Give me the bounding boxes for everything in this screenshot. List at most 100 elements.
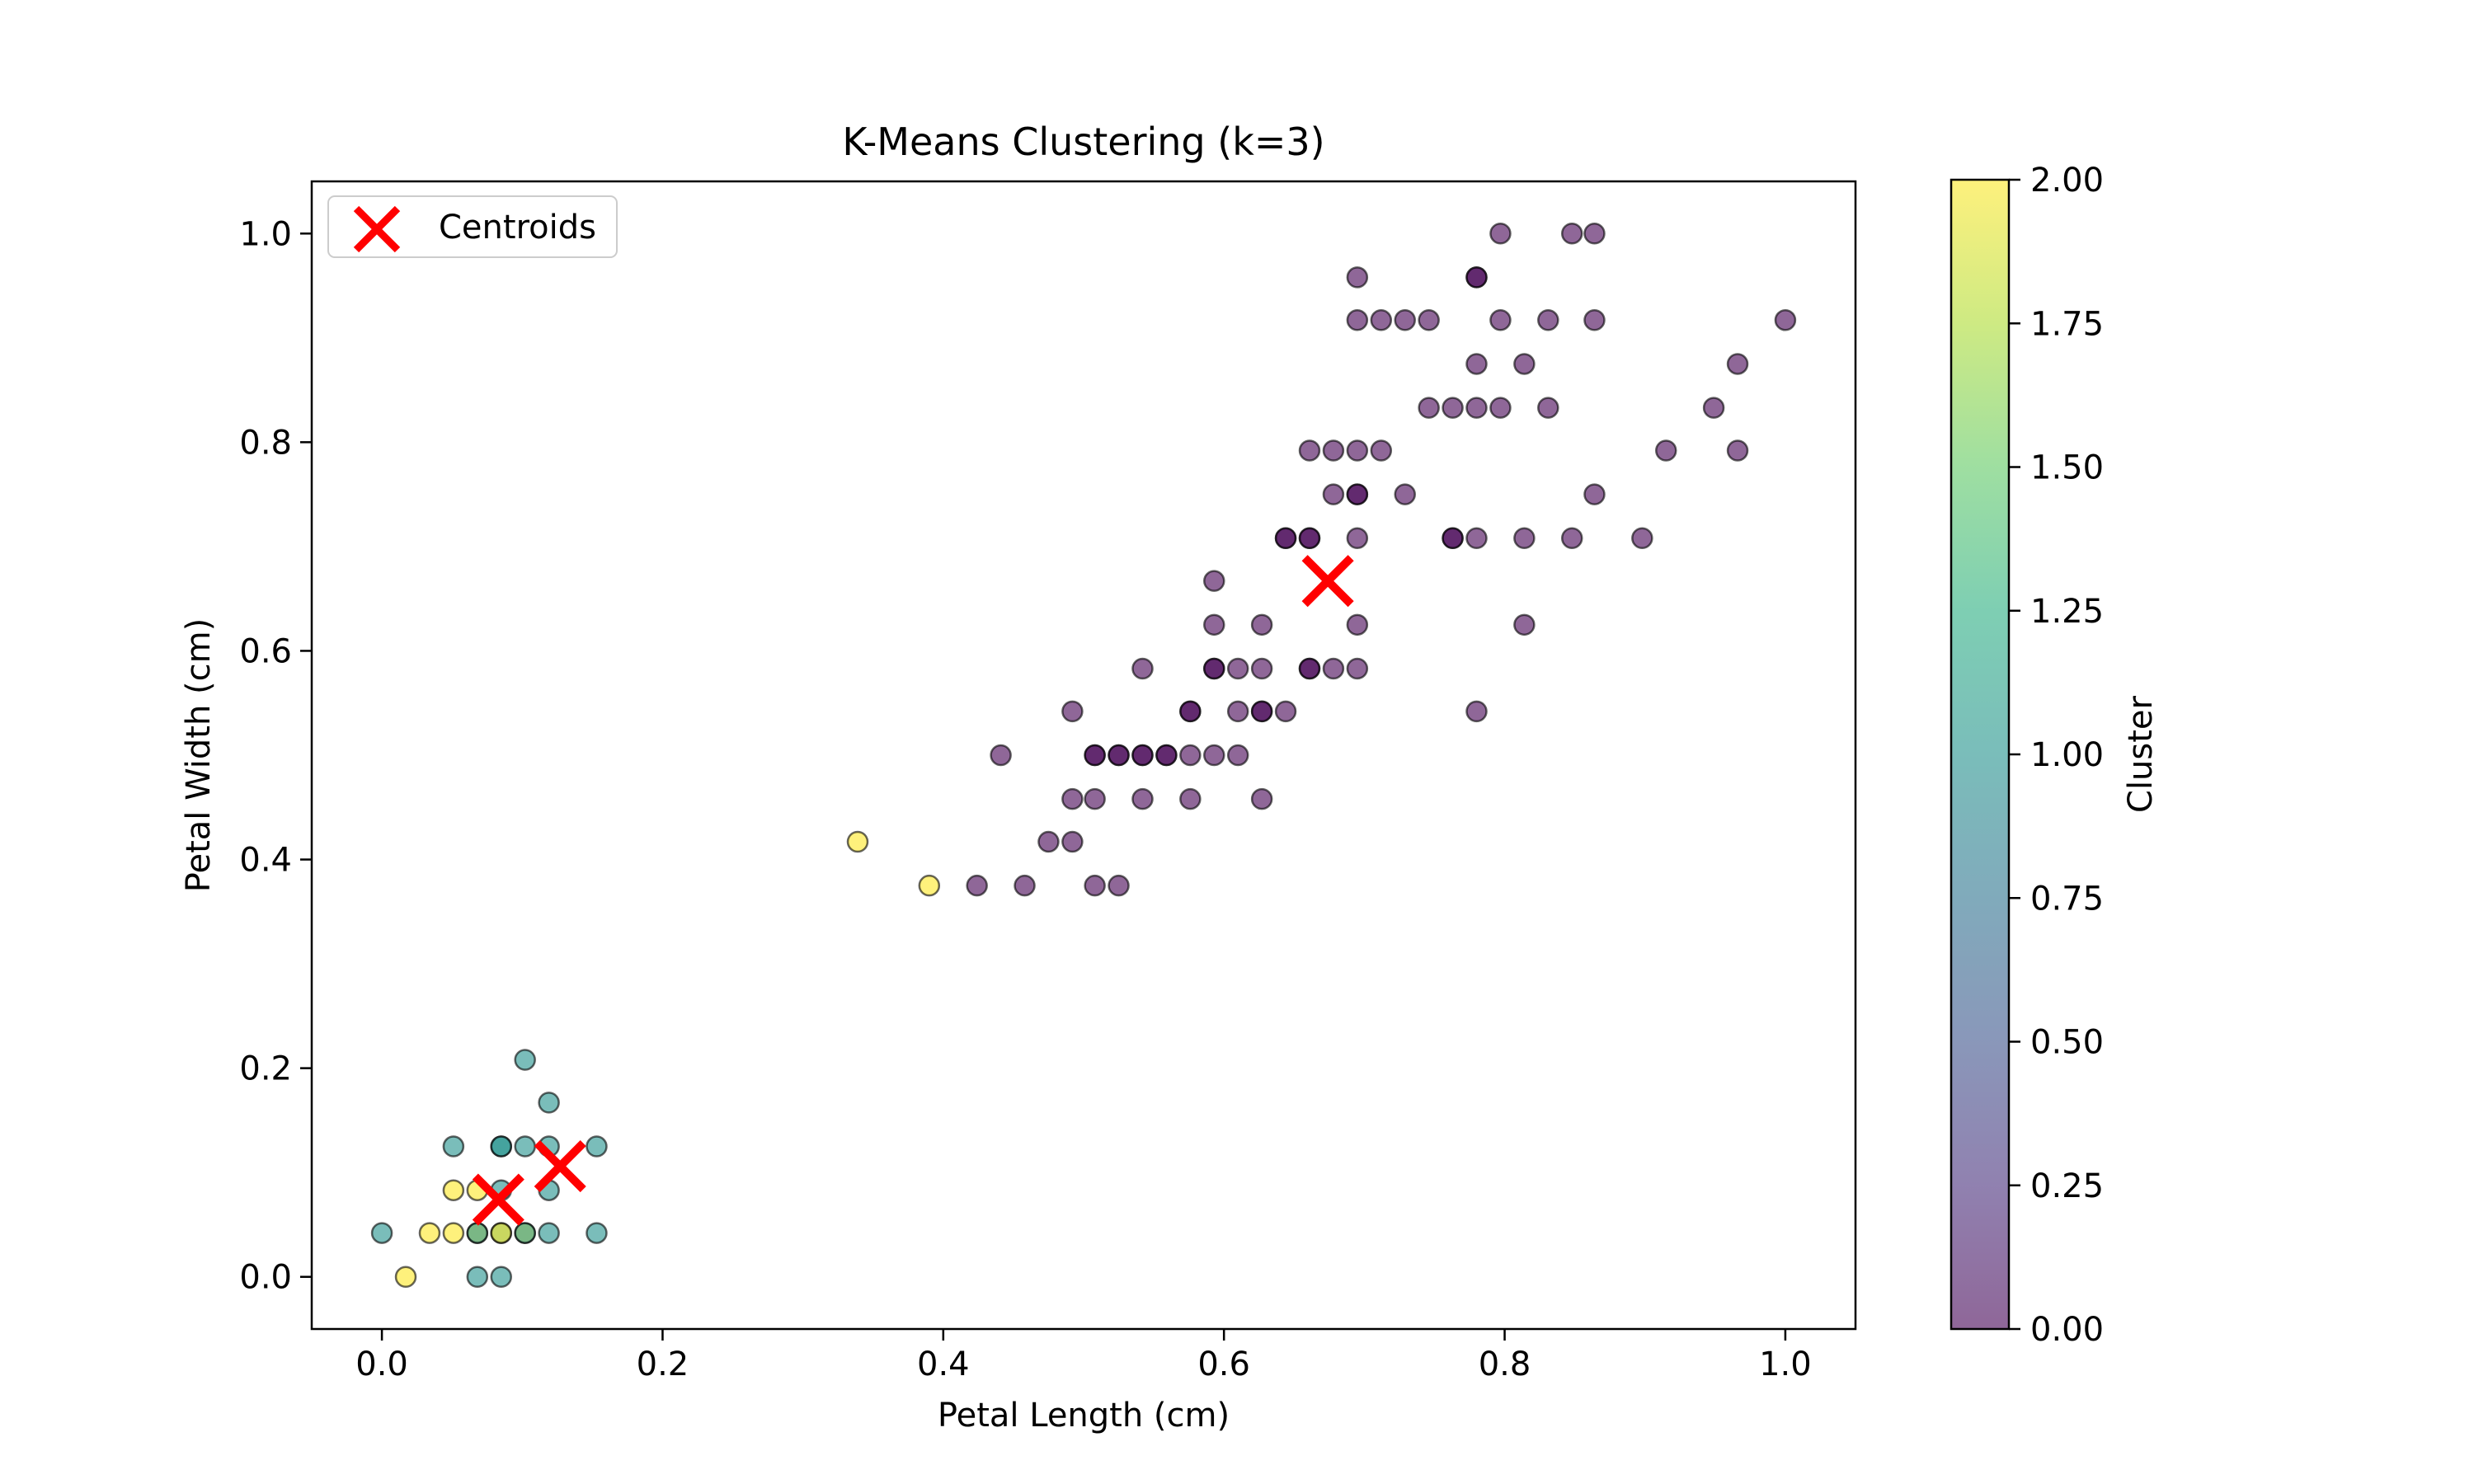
data-point bbox=[1250, 613, 1273, 636]
colorbar-gradient bbox=[1951, 180, 2009, 1329]
data-point bbox=[1250, 700, 1273, 723]
plot-area bbox=[310, 180, 1857, 1331]
data-point bbox=[1489, 309, 1512, 331]
data-point bbox=[442, 1179, 465, 1201]
centroid-stroke bbox=[534, 1140, 586, 1193]
data-point bbox=[1537, 309, 1559, 331]
data-point bbox=[918, 874, 941, 897]
data-point bbox=[1203, 613, 1225, 636]
data-point bbox=[1442, 397, 1464, 419]
data-point bbox=[1346, 527, 1369, 550]
data-point bbox=[1560, 223, 1583, 245]
data-point bbox=[1226, 744, 1249, 767]
data-point bbox=[1560, 527, 1583, 550]
data-point bbox=[1513, 527, 1536, 550]
data-point bbox=[1583, 309, 1606, 331]
data-point bbox=[1322, 483, 1345, 505]
legend-centroid-x-icon bbox=[353, 205, 401, 253]
data-point bbox=[1084, 874, 1106, 897]
y-tick-label: 0.8 bbox=[239, 424, 292, 462]
data-point bbox=[1014, 874, 1036, 897]
centroid-marker bbox=[534, 1140, 586, 1193]
data-point bbox=[1131, 744, 1154, 767]
data-point bbox=[1322, 439, 1345, 462]
x-tick-label: 0.0 bbox=[355, 1345, 408, 1383]
data-point bbox=[1418, 309, 1440, 331]
x-axis-label: Petal Length (cm) bbox=[938, 1397, 1230, 1435]
centroid-markers bbox=[472, 555, 1354, 1226]
data-point bbox=[538, 1222, 560, 1244]
colorbar-tick-label: 0.00 bbox=[2030, 1311, 2104, 1349]
data-point bbox=[1702, 397, 1725, 419]
y-axis-label: Petal Width (cm) bbox=[180, 618, 218, 892]
colorbar-tick-label: 0.50 bbox=[2030, 1024, 2104, 1062]
y-axis-ticks: 0.0 0.2 0.4 0.6 0.8 1.0 bbox=[239, 215, 312, 1297]
data-point bbox=[1131, 657, 1154, 680]
x-tick-label: 0.2 bbox=[637, 1345, 689, 1383]
data-point bbox=[1346, 309, 1369, 331]
data-point bbox=[1061, 787, 1084, 810]
data-point bbox=[1203, 744, 1225, 767]
data-point bbox=[1084, 744, 1106, 767]
legend-entry-centroids: Centroids bbox=[439, 209, 596, 247]
data-point bbox=[1203, 657, 1225, 680]
legend-box bbox=[327, 195, 618, 258]
data-point bbox=[490, 1222, 512, 1244]
data-point bbox=[1537, 397, 1559, 419]
y-tick-label: 1.0 bbox=[239, 215, 292, 253]
colorbar-label: Cluster bbox=[2122, 695, 2160, 813]
data-point bbox=[1298, 439, 1321, 462]
data-point bbox=[514, 1049, 536, 1071]
data-point bbox=[1346, 439, 1369, 462]
colorbar-tick-label: 0.75 bbox=[2030, 880, 2104, 918]
data-point bbox=[1298, 657, 1321, 680]
data-point bbox=[394, 1266, 417, 1288]
data-point bbox=[1489, 223, 1512, 245]
data-point bbox=[1226, 657, 1249, 680]
centroid-marker bbox=[472, 1173, 524, 1226]
data-point bbox=[1298, 527, 1321, 550]
data-point bbox=[1465, 527, 1488, 550]
x-axis-ticks: 0.0 0.2 0.4 0.6 0.8 1.0 bbox=[355, 1329, 1812, 1383]
data-point bbox=[1250, 787, 1273, 810]
data-points bbox=[370, 223, 1797, 1288]
data-point bbox=[1084, 787, 1106, 810]
colorbar-tick-label: 1.75 bbox=[2030, 305, 2104, 343]
x-tick-label: 0.6 bbox=[1197, 1345, 1250, 1383]
data-point bbox=[966, 874, 988, 897]
data-point bbox=[1583, 483, 1606, 505]
data-point bbox=[442, 1222, 465, 1244]
data-point bbox=[1274, 527, 1297, 550]
data-point bbox=[1370, 439, 1393, 462]
centroid-stroke bbox=[1301, 555, 1354, 608]
data-point bbox=[1394, 309, 1416, 331]
data-point bbox=[1179, 744, 1202, 767]
x-tick-label: 0.8 bbox=[1479, 1345, 1531, 1383]
y-tick-label: 0.6 bbox=[239, 632, 292, 670]
centroid-marker bbox=[1301, 555, 1354, 608]
data-point bbox=[1322, 657, 1345, 680]
data-point bbox=[1061, 700, 1084, 723]
data-point bbox=[1037, 830, 1060, 853]
data-point bbox=[490, 1135, 512, 1158]
data-point bbox=[990, 744, 1012, 767]
data-point bbox=[1346, 613, 1369, 636]
data-point bbox=[370, 1222, 393, 1244]
y-tick-label: 0.4 bbox=[239, 842, 292, 880]
data-point bbox=[1061, 830, 1084, 853]
y-tick-label: 0.0 bbox=[239, 1259, 292, 1297]
data-point bbox=[1203, 570, 1225, 592]
data-point bbox=[1418, 397, 1440, 419]
data-point bbox=[1394, 483, 1416, 505]
data-point bbox=[1131, 787, 1154, 810]
legend: Centroids bbox=[327, 195, 618, 258]
data-point bbox=[1774, 309, 1797, 331]
data-point bbox=[514, 1135, 536, 1158]
data-point bbox=[1513, 353, 1536, 375]
data-point bbox=[846, 830, 869, 853]
data-point bbox=[586, 1222, 608, 1244]
data-point bbox=[1465, 397, 1488, 419]
x-tick-label: 0.4 bbox=[917, 1345, 970, 1383]
colorbar-tick-label: 1.25 bbox=[2030, 593, 2104, 631]
